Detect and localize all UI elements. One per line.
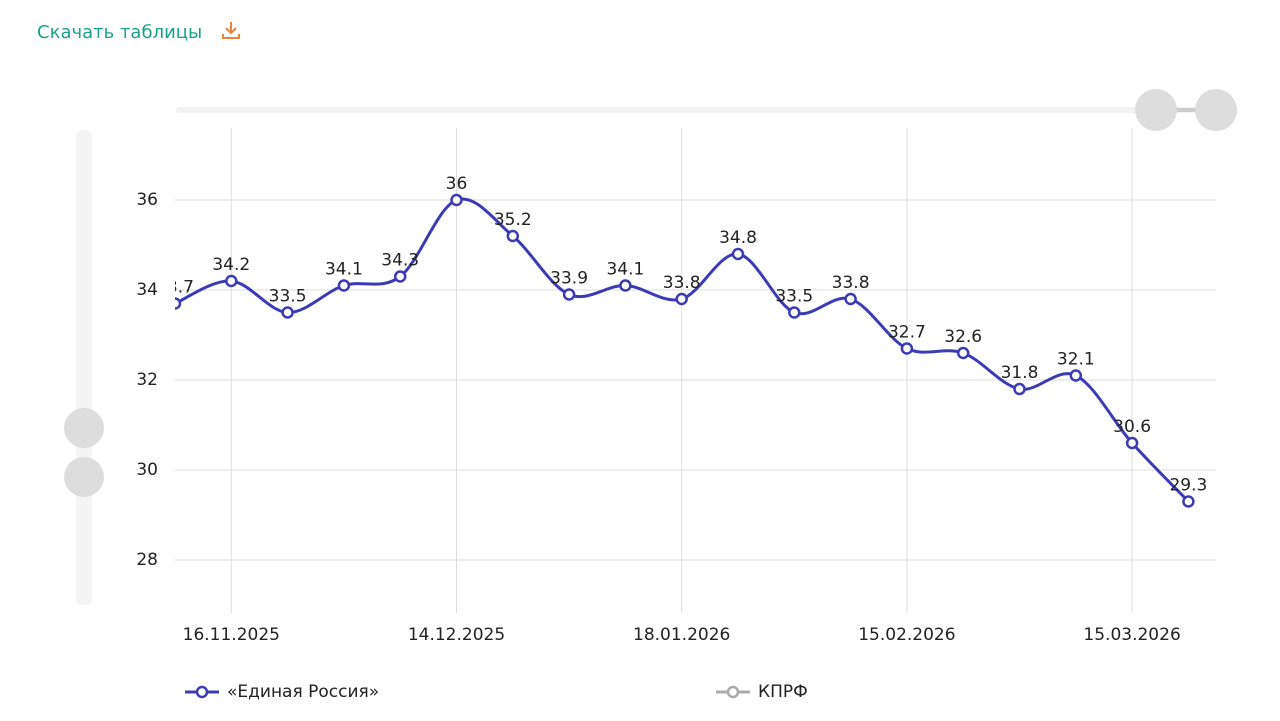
- point: [1013, 382, 1026, 396]
- point: [450, 193, 463, 207]
- y-tick-label: 32: [136, 370, 158, 390]
- y-scroll-handle[interactable]: [64, 457, 104, 497]
- data-label: 34.1: [606, 260, 644, 280]
- data-label: 33.5: [269, 287, 307, 307]
- data-label: 33.8: [832, 273, 870, 293]
- point: [281, 306, 294, 319]
- x-tick-label: 18.01.2026: [633, 625, 730, 645]
- data-label: 29.3: [1169, 476, 1207, 496]
- y-tick-label: 36: [136, 190, 158, 210]
- data-label: 36: [446, 174, 468, 194]
- y-tick-label: 34: [136, 280, 158, 300]
- point: [562, 288, 576, 301]
- point: [844, 292, 857, 306]
- x-tick-label: 14.12.2025: [408, 625, 505, 645]
- point: [393, 270, 407, 283]
- data-label: 32.1: [1057, 350, 1095, 370]
- data-label: 32.7: [888, 323, 926, 343]
- point: [731, 247, 745, 261]
- x-scroll-handle[interactable]: [1135, 89, 1177, 131]
- legend-label[interactable]: «Единая Россия»: [227, 682, 379, 702]
- legend-marker: [726, 685, 740, 699]
- download-link[interactable]: Скачать таблицы: [37, 20, 242, 43]
- point: [675, 292, 688, 306]
- legend-marker: [195, 685, 209, 699]
- data-label: 33.9: [550, 269, 588, 289]
- data-label: 33.8: [663, 273, 701, 293]
- x-scroll-track: [176, 107, 1226, 113]
- data-label: 33.5: [775, 287, 813, 307]
- point: [956, 346, 970, 360]
- point: [175, 297, 182, 310]
- download-text[interactable]: Скачать таблицы: [37, 22, 203, 43]
- x-tick-label: 16.11.2025: [183, 625, 280, 645]
- point: [506, 229, 520, 243]
- point: [225, 274, 238, 288]
- data-label: 34.1: [325, 260, 363, 280]
- data-label: 33.7: [156, 278, 194, 298]
- data-label: 34.3: [381, 251, 419, 271]
- y-scroll-handle[interactable]: [64, 408, 104, 448]
- data-label: 30.6: [1113, 417, 1151, 437]
- point: [788, 306, 801, 319]
- y-scroll-track: [76, 130, 92, 605]
- point: [1069, 369, 1083, 382]
- point: [1125, 436, 1139, 450]
- data-label: 35.2: [494, 210, 532, 230]
- data-label: 34.2: [212, 255, 250, 275]
- x-tick-label: 15.03.2026: [1083, 625, 1180, 645]
- data-label: 32.6: [944, 327, 982, 347]
- data-label: 31.8: [1001, 363, 1039, 383]
- x-scroll-handle[interactable]: [1195, 89, 1237, 131]
- download-icon[interactable]: [220, 20, 242, 40]
- point: [1182, 495, 1195, 508]
- data-label: 34.8: [719, 228, 757, 248]
- point: [337, 279, 351, 292]
- y-tick-label: 30: [136, 460, 158, 480]
- x-tick-label: 15.02.2026: [858, 625, 955, 645]
- y-tick-label: 28: [136, 550, 158, 570]
- legend-label[interactable]: КПРФ: [758, 682, 808, 702]
- point: [619, 279, 632, 292]
- point: [900, 342, 914, 355]
